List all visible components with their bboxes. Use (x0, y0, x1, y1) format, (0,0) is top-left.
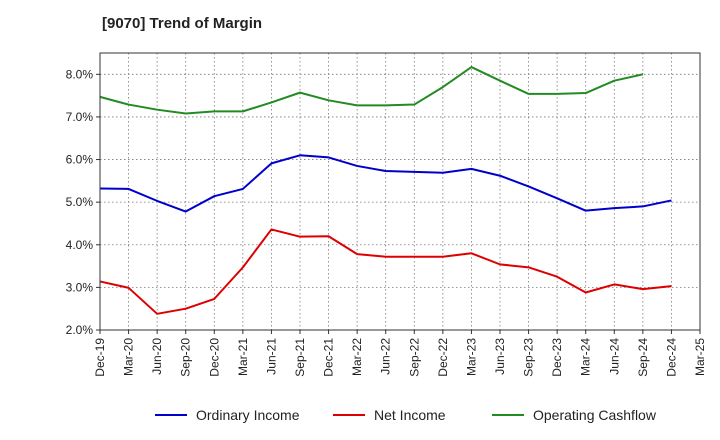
x-tick-label: Jun-21 (264, 338, 278, 375)
x-tick-label: Mar-25 (693, 338, 707, 376)
series-lines (99, 66, 672, 315)
plot-frame (99, 52, 701, 331)
x-tick-label: Dec-20 (207, 338, 221, 377)
x-tick-label: Sep-24 (636, 338, 650, 377)
y-tick-label: 8.0% (66, 67, 94, 81)
x-tick-label: Sep-22 (407, 338, 421, 377)
legend-item: Operating Cashflow (492, 404, 656, 426)
y-tick-label: 7.0% (66, 110, 94, 124)
legend-label: Operating Cashflow (533, 407, 656, 423)
legend-label: Ordinary Income (196, 407, 300, 423)
x-tick-label: Dec-24 (664, 338, 678, 377)
x-tick-label: Sep-21 (293, 338, 307, 377)
x-tick-label: Mar-22 (350, 338, 364, 376)
chart-title: [9070] Trend of Margin (102, 15, 263, 32)
y-tick-label: 2.0% (66, 323, 94, 337)
x-tick-label: Mar-20 (122, 338, 136, 376)
legend-item: Ordinary Income (155, 404, 299, 426)
x-tick-label: Jun-23 (493, 338, 507, 375)
x-tick-label: Dec-21 (322, 338, 336, 377)
x-tick-label: Dec-19 (93, 338, 107, 377)
y-tick-label: 5.0% (66, 195, 94, 209)
x-axis: Dec-19 Mar-20 Jun-20 Sep-20 Dec-20 Mar-21 Jun-… (93, 330, 707, 377)
x-tick-label: Mar-23 (464, 338, 478, 376)
legend-swatch (492, 414, 524, 416)
x-tick-label: Mar-21 (236, 338, 250, 376)
series-line-2 (99, 66, 644, 115)
y-tick-label: 6.0% (66, 153, 94, 167)
x-tick-label: Jun-24 (607, 338, 621, 375)
series-line-1 (99, 228, 672, 315)
legend: Ordinary Income Net Income Operating Cashf… (0, 404, 720, 426)
x-tick-label: Sep-20 (179, 338, 193, 377)
series-line-0 (99, 154, 672, 213)
y-axis: 2.0% 3.0% 4.0% 5.0% 6.0% 7.0% 8.0% (66, 67, 100, 337)
legend-swatch (155, 414, 187, 416)
legend-item: Net Income (333, 404, 446, 426)
x-tick-label: Dec-22 (436, 338, 450, 377)
legend-swatch (333, 414, 365, 416)
x-tick-label: Jun-20 (150, 338, 164, 375)
legend-label: Net Income (374, 407, 446, 423)
y-tick-label: 4.0% (66, 238, 94, 252)
y-tick-label: 3.0% (66, 280, 94, 294)
x-tick-label: Jun-22 (379, 338, 393, 375)
x-tick-label: Mar-24 (579, 338, 593, 376)
x-tick-label: Sep-23 (522, 338, 536, 377)
x-tick-label: Dec-23 (550, 338, 564, 377)
grid (100, 53, 700, 330)
